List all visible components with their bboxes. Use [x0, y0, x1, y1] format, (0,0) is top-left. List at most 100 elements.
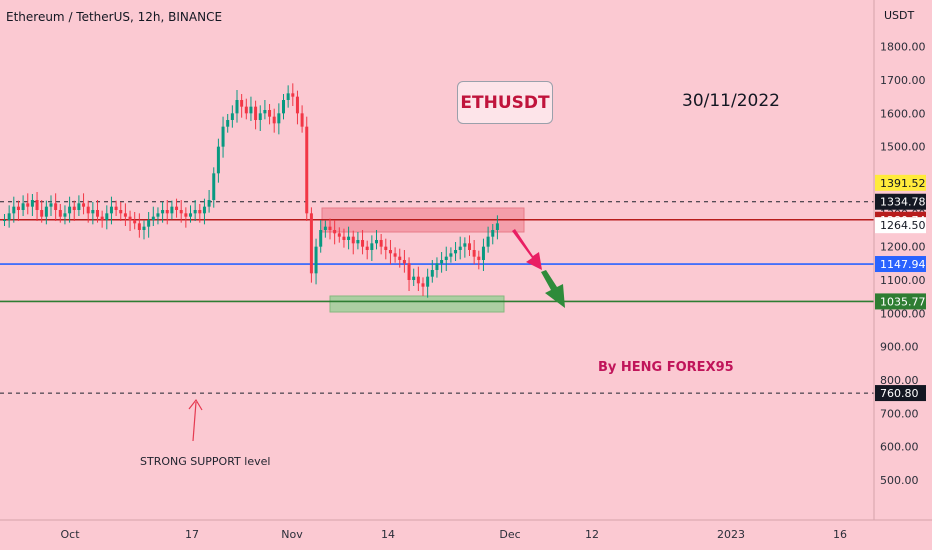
- pink-forecast-arrow: [512, 229, 542, 270]
- candle-body: [82, 203, 86, 207]
- candle-body: [440, 260, 444, 264]
- author-annotation: By HENG FOREX95: [598, 360, 734, 375]
- price-label-box: [875, 385, 926, 402]
- price-label-box: [875, 256, 926, 273]
- candle-body: [96, 210, 99, 217]
- price-tick-label: 600.00: [880, 441, 919, 454]
- candle-body: [491, 230, 495, 237]
- candle-body: [263, 110, 267, 114]
- price-label: 1035.77: [880, 295, 926, 308]
- price-labels: 1391.521334.781280.741264.501147.941035.…: [875, 174, 926, 402]
- price-tick-label: 1100.00: [880, 274, 926, 287]
- candle-body: [291, 93, 295, 97]
- candle-body: [398, 256, 402, 260]
- candle-body: [282, 100, 285, 114]
- candle-body: [300, 113, 304, 127]
- candle-body: [309, 213, 313, 274]
- candle-body: [468, 243, 471, 250]
- candle-body: [356, 240, 360, 244]
- candle-body: [426, 276, 430, 287]
- candle-body: [189, 213, 192, 217]
- candle-body: [3, 220, 6, 221]
- support-pointer-arrowhead: [188, 398, 203, 411]
- price-label: 1147.94: [880, 258, 926, 271]
- candle-body: [193, 210, 197, 214]
- candle-body: [463, 243, 467, 247]
- candle-body: [77, 203, 81, 210]
- candle-body: [58, 210, 62, 217]
- candle-body: [54, 203, 58, 210]
- symbol-title[interactable]: Ethereum / TetherUS, 12h, BINANCE: [6, 10, 223, 24]
- candle-body: [142, 226, 146, 230]
- candle-body: [212, 173, 216, 200]
- candle-body: [156, 213, 160, 217]
- candle-body: [151, 216, 155, 220]
- price-label-box: [875, 174, 926, 191]
- candle-body: [161, 210, 165, 214]
- time-axis-ticks: Oct 17 Nov 14 Dec 12 2023 16: [60, 528, 847, 541]
- candle-body: [114, 206, 118, 210]
- candle-body: [384, 246, 388, 250]
- level-lines: [0, 201, 874, 394]
- support-label: STRONG SUPPORT level: [140, 455, 271, 468]
- date-annotation: 30/11/2022: [682, 91, 780, 111]
- candle-body: [7, 213, 11, 220]
- candles: [3, 83, 499, 298]
- candle-body: [444, 256, 448, 260]
- candle-body: [495, 223, 499, 230]
- price-tick-label: 900.00: [880, 341, 919, 354]
- candle-body: [361, 240, 365, 247]
- candle-body: [305, 126, 309, 214]
- price-tick-label: 1700.00: [880, 74, 926, 87]
- candle-body: [12, 206, 16, 214]
- green-forecast-arrow: [541, 270, 565, 308]
- time-tick-label: Nov: [281, 528, 303, 541]
- candle-body: [337, 233, 341, 237]
- currency-label: USDT: [884, 9, 915, 22]
- candle-body: [454, 250, 458, 254]
- candle-body: [272, 116, 276, 124]
- candle-body: [328, 226, 332, 230]
- candle-body: [40, 210, 44, 217]
- candle-body: [175, 206, 179, 210]
- candle-body: [258, 113, 262, 120]
- candle-body: [347, 236, 351, 240]
- price-label-box: [875, 293, 926, 310]
- candle-body: [44, 206, 48, 217]
- candle-body: [235, 100, 239, 114]
- candle-body: [230, 113, 234, 120]
- candle-body: [379, 240, 383, 247]
- candle-body: [109, 206, 113, 214]
- candle-body: [91, 210, 95, 214]
- candle-body: [100, 216, 104, 220]
- candle-body: [26, 203, 30, 207]
- candle-body: [123, 213, 127, 217]
- price-label-box: [875, 193, 926, 210]
- time-axis-panel[interactable]: [0, 520, 932, 550]
- candle-body: [133, 220, 137, 224]
- candle-body: [477, 256, 481, 260]
- price-tick-label: 1200.00: [880, 241, 926, 254]
- candle-body: [412, 276, 416, 280]
- candle-body: [430, 270, 434, 277]
- candle-body: [286, 93, 290, 100]
- candle-body: [481, 246, 485, 260]
- time-tick-label: 12: [585, 528, 599, 541]
- price-tick-label: 1600.00: [880, 107, 926, 120]
- price-label: 1334.78: [880, 196, 926, 209]
- candle-body: [314, 246, 318, 274]
- candle-body: [416, 276, 420, 284]
- candle-body: [240, 100, 244, 107]
- candle-body: [342, 236, 346, 240]
- candle-body: [128, 216, 132, 220]
- candle-body: [119, 210, 123, 214]
- candle-body: [198, 210, 202, 214]
- time-tick-label: Dec: [499, 528, 520, 541]
- price-label: 760.80: [880, 387, 919, 400]
- price-label-box: [875, 217, 926, 234]
- candle-body: [249, 106, 253, 114]
- ticker-badge: ETHUSDT: [457, 81, 553, 124]
- price-label: 1391.52: [880, 177, 926, 190]
- candle-body: [402, 260, 406, 264]
